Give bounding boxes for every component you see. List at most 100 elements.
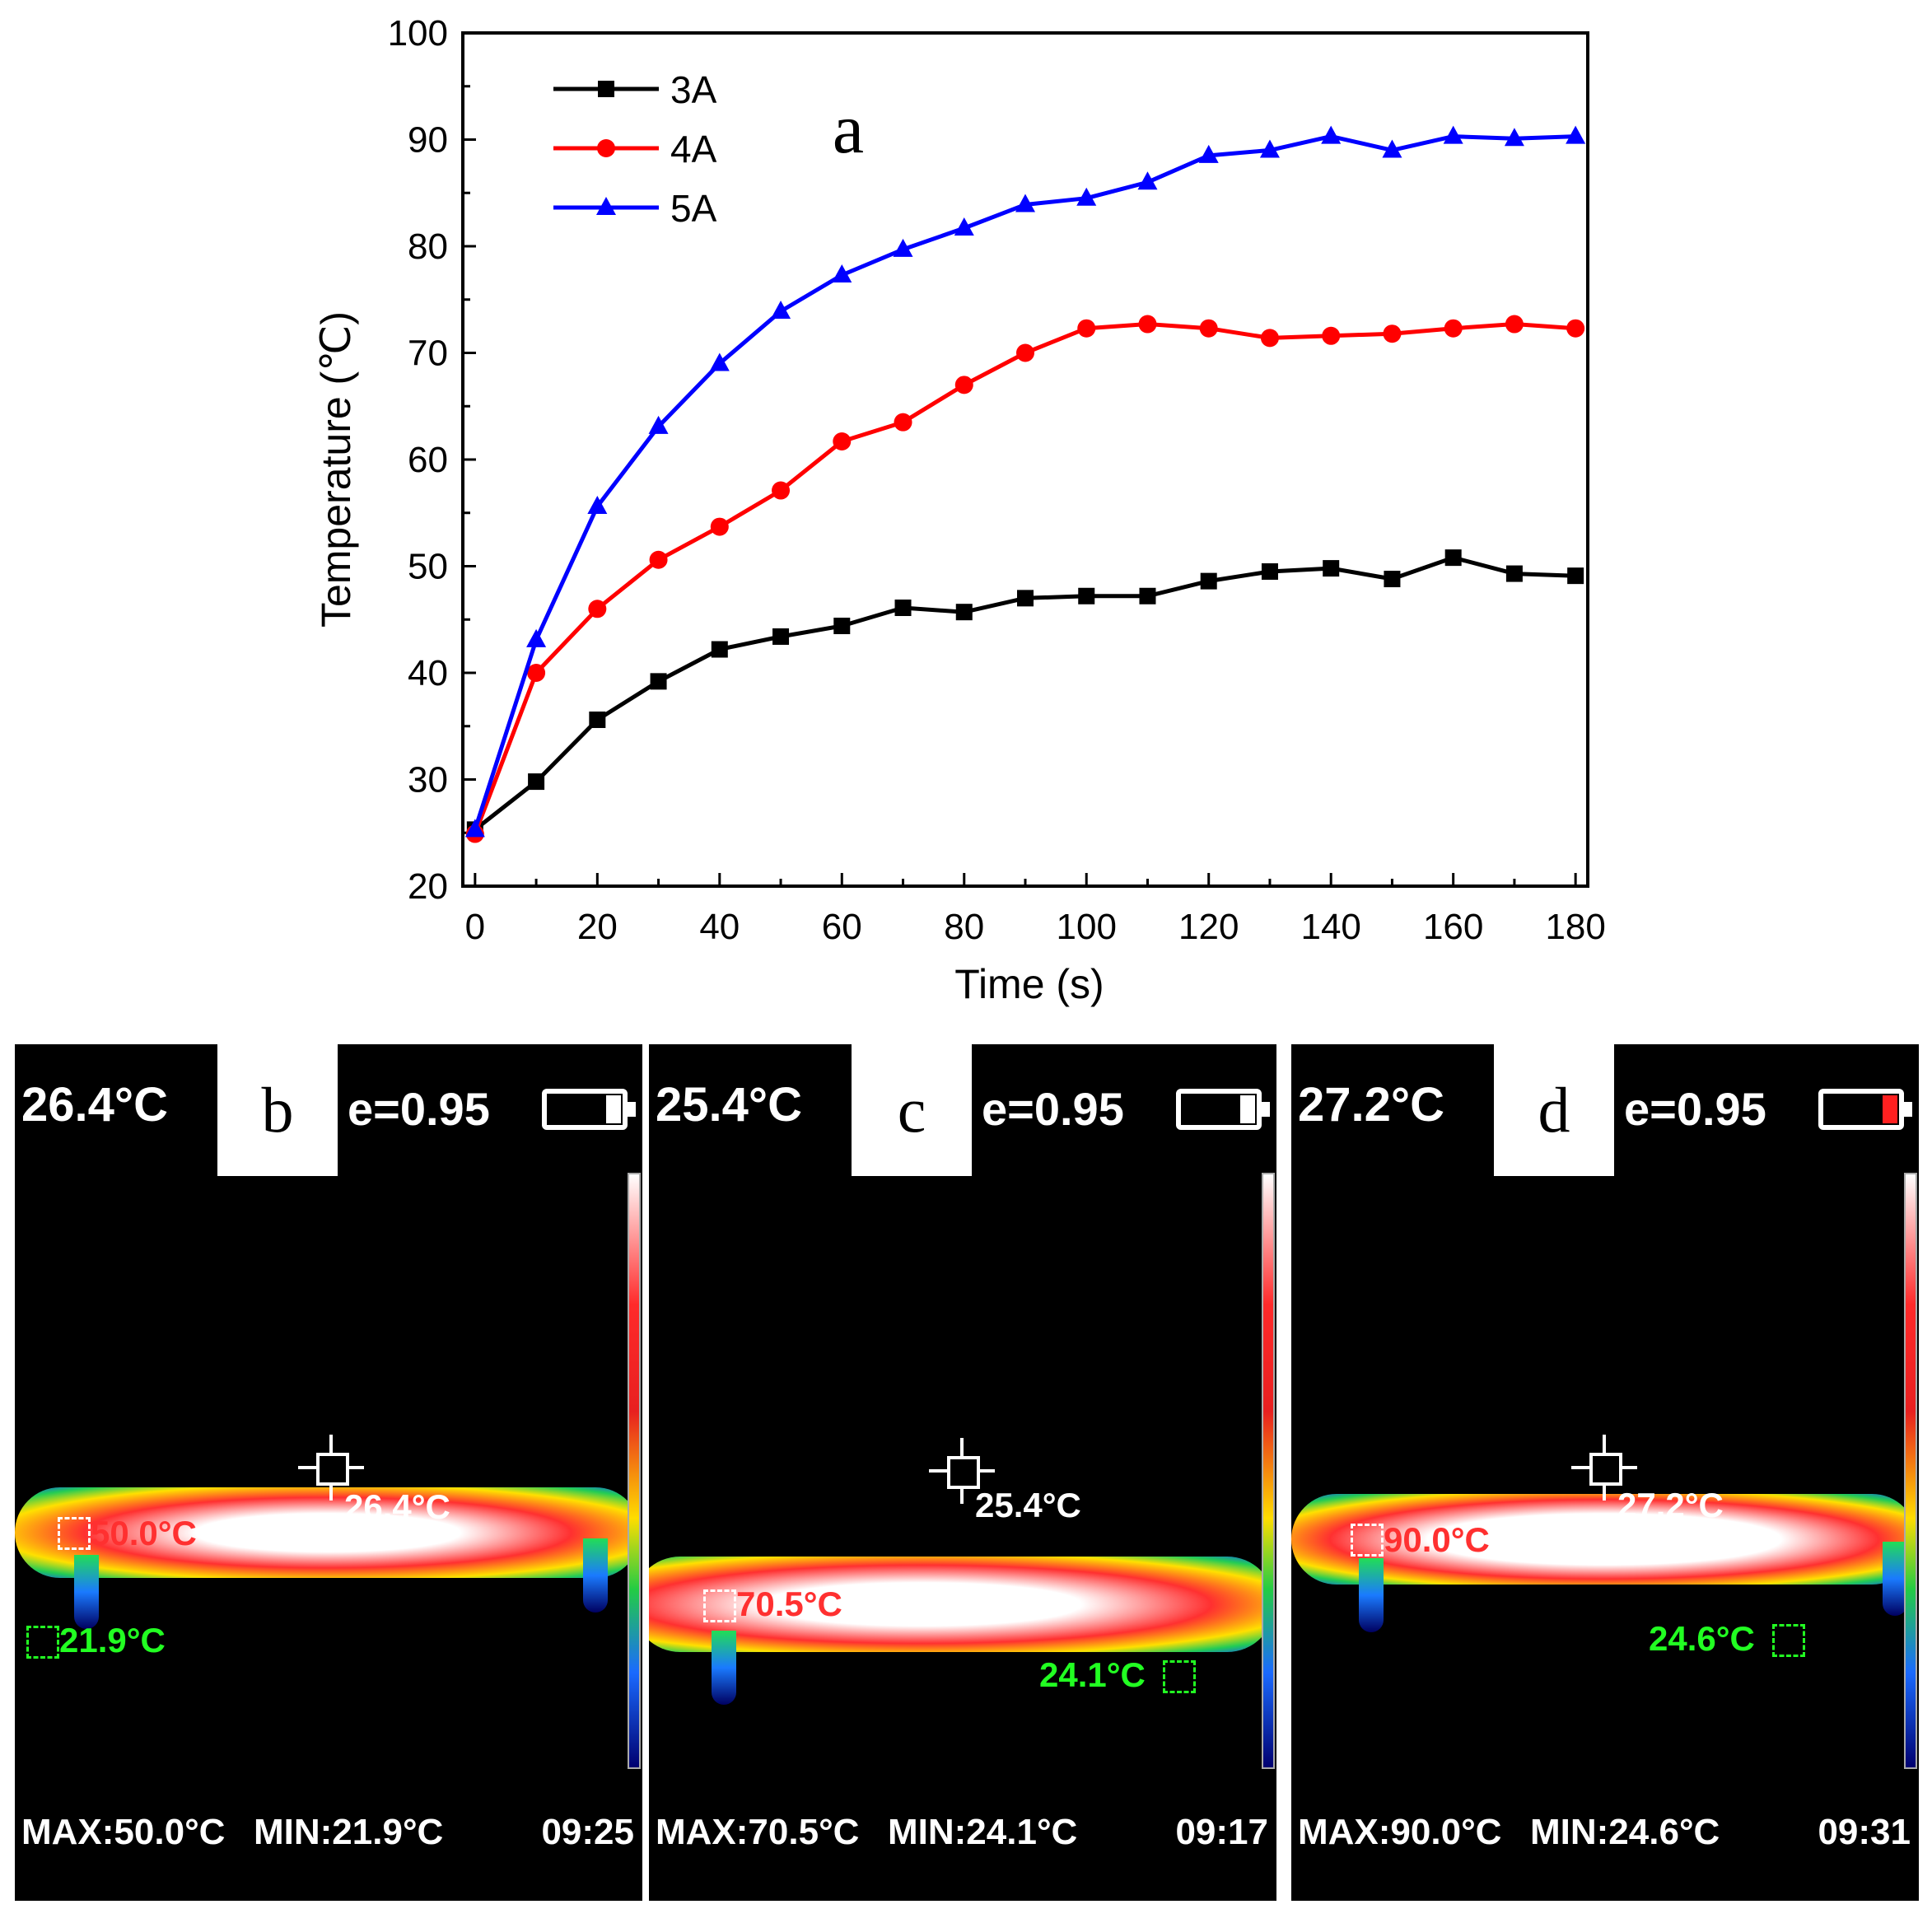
cold-spot-marker-icon — [1772, 1624, 1805, 1657]
crosshair-icon — [1571, 1435, 1637, 1501]
hot-spot-marker-icon — [58, 1517, 91, 1550]
data-point-4A — [1566, 319, 1585, 338]
y-tick-label: 80 — [408, 226, 448, 267]
panel-label-a: a — [833, 89, 864, 168]
data-point-5A — [1382, 139, 1402, 158]
data-point-3A — [1261, 562, 1278, 580]
y-axis-label: Temperature (℃) — [313, 311, 359, 628]
status-bar: MAX:50.0°C MIN:21.9°C 09:25 — [15, 1812, 642, 1861]
data-point-5A — [1566, 125, 1586, 144]
data-point-4A — [1444, 319, 1463, 338]
data-point-5A — [709, 352, 730, 371]
hot-spot-marker-icon — [1351, 1524, 1384, 1557]
temperature-time-chart: 0 20 40 60 80 100 120 140 160 180 20 30 40 50 60 70 80 90… — [313, 13, 1606, 1007]
data-point-4A — [833, 432, 852, 450]
data-point-4A — [1016, 343, 1034, 362]
data-point-3A — [1017, 590, 1034, 607]
y-tick-label: 60 — [408, 440, 448, 480]
data-point-4A — [527, 664, 546, 682]
color-scale-bar — [628, 1173, 641, 1769]
data-point-4A — [1322, 326, 1341, 345]
battery-icon — [542, 1089, 636, 1130]
data-point-3A — [711, 641, 728, 658]
x-tick-label: 140 — [1300, 907, 1360, 947]
data-point-5A — [1504, 128, 1524, 147]
data-point-4A — [1138, 315, 1157, 334]
y-tick-label: 20 — [408, 866, 448, 907]
data-point-4A — [954, 376, 973, 394]
cold-spot-readout: 24.1°C — [1039, 1655, 1146, 1694]
data-point-4A — [710, 517, 729, 536]
data-point-5A — [587, 495, 608, 514]
data-point-4A — [772, 481, 791, 500]
max-temp: MAX:90.0°C — [1298, 1812, 1502, 1852]
y-tick-label: 70 — [408, 334, 448, 374]
x-tick-label: 40 — [699, 907, 740, 947]
center-temp: 26.4°C — [21, 1078, 168, 1132]
y-tick-label: 100 — [388, 13, 448, 54]
x-axis-label: Time (s) — [954, 961, 1104, 1007]
x-tick-label: 0 — [465, 907, 485, 947]
data-point-3A — [650, 673, 667, 690]
min-temp: MIN:24.6°C — [1530, 1812, 1720, 1852]
emissivity: e=0.95 — [1624, 1083, 1766, 1135]
data-point-5A — [1198, 144, 1219, 163]
y-tick-label: 50 — [408, 547, 448, 587]
data-point-4A — [1505, 315, 1524, 334]
data-point-3A — [894, 600, 912, 617]
data-point-3A — [528, 773, 545, 791]
data-point-5A — [1321, 125, 1342, 144]
thermal-image-d: 27.2°C d e=0.95 27.2°C 90.0°C 24.6°C MAX… — [1291, 1044, 1919, 1901]
color-scale-bar — [1262, 1173, 1275, 1769]
legend-label-3A: 3A — [670, 68, 717, 111]
battery-low-icon — [1818, 1089, 1912, 1130]
cold-spot-marker-icon — [1163, 1660, 1196, 1693]
data-point-5A — [771, 300, 791, 319]
color-scale-bar — [1904, 1173, 1917, 1769]
center-readout: 25.4°C — [975, 1486, 1081, 1524]
x-tick-label: 100 — [1057, 907, 1117, 947]
data-point-5A — [1443, 125, 1463, 144]
legend-marker-3A — [598, 81, 614, 97]
legend-label-4A: 4A — [670, 128, 717, 170]
cold-spot-readout: 21.9°C — [59, 1621, 166, 1659]
data-point-4A — [1260, 329, 1279, 348]
x-tick-label: 60 — [822, 907, 862, 947]
data-point-3A — [833, 618, 851, 635]
x-tick-label: 180 — [1545, 907, 1605, 947]
data-point-4A — [1383, 324, 1402, 343]
data-point-3A — [955, 604, 973, 621]
data-point-3A — [1384, 571, 1401, 588]
data-point-4A — [894, 413, 912, 432]
legend-marker-4A — [597, 139, 615, 157]
cold-spot-marker-icon — [26, 1626, 59, 1659]
center-temp: 27.2°C — [1298, 1078, 1444, 1132]
legend-label-5A: 5A — [670, 187, 717, 230]
legend: 3A 4A 5A — [553, 68, 717, 230]
data-point-3A — [1078, 587, 1095, 604]
panel-label-d: d — [1494, 1044, 1614, 1176]
data-point-5A — [954, 217, 974, 236]
data-point-3A — [772, 628, 790, 645]
crosshair-icon — [298, 1435, 364, 1501]
data-point-5A — [893, 238, 913, 257]
legend-marker-5A — [596, 197, 616, 215]
data-point-5A — [1015, 194, 1035, 212]
data-point-5A — [1137, 171, 1158, 190]
status-bar: MAX:90.0°C MIN:24.6°C 09:31 — [1291, 1812, 1919, 1861]
data-point-4A — [1077, 319, 1096, 338]
hot-spot-readout: 70.5°C — [736, 1585, 842, 1623]
emissivity: e=0.95 — [348, 1083, 490, 1135]
hot-spot-readout: 50.0°C — [91, 1514, 197, 1552]
max-temp: MAX:70.5°C — [656, 1812, 860, 1852]
hot-spot-readout: 90.0°C — [1384, 1520, 1490, 1559]
data-point-5A — [464, 819, 485, 838]
clock: 09:17 — [1175, 1812, 1268, 1852]
data-point-3A — [1323, 560, 1340, 577]
hot-spot-marker-icon — [703, 1589, 736, 1622]
x-tick-label: 80 — [944, 907, 984, 947]
battery-icon — [1176, 1089, 1270, 1130]
x-tick-label: 120 — [1178, 907, 1239, 947]
y-tick-label: 90 — [408, 120, 448, 161]
cold-spot-readout: 24.6°C — [1649, 1619, 1755, 1658]
